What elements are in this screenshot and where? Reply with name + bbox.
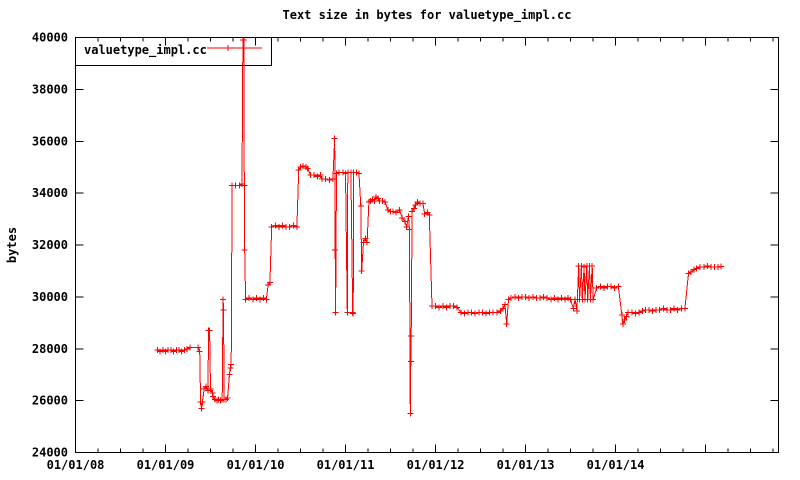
data-series [154, 37, 724, 417]
y-tick-label: 34000 [32, 186, 68, 200]
series-polyline [157, 39, 721, 414]
x-tick-label: 01/01/14 [587, 458, 645, 472]
x-tick-label: 01/01/08 [47, 458, 105, 472]
legend-label: valuetype_impl.cc [84, 43, 207, 58]
legend: valuetype_impl.cc [75, 37, 272, 66]
legend-box [75, 37, 272, 66]
x-tick-label: 01/01/12 [407, 458, 465, 472]
series-plus-markers [154, 37, 724, 417]
x-tick-label: 01/01/11 [317, 458, 375, 472]
y-tick-label: 40000 [32, 31, 68, 45]
y-tick-label: 26000 [32, 394, 68, 408]
x-tick-label: 01/01/10 [227, 458, 285, 472]
y-tick-label: 30000 [32, 290, 68, 304]
legend-line-sample [207, 45, 262, 51]
y-tick-label: 28000 [32, 342, 68, 356]
y-axis-label: bytes [5, 227, 19, 263]
axes: 01/01/08 01/01/09 01/01/10 01/01/11 01/01/12… [32, 31, 779, 472]
y-tick-label: 36000 [32, 134, 68, 148]
x-tick-label: 01/01/09 [137, 458, 195, 472]
chart-title: Text size in bytes for valuetype_impl.cc [283, 8, 572, 23]
y-tick-label: 38000 [32, 82, 68, 96]
x-tick-label: 01/01/13 [497, 458, 555, 472]
y-tick-label: 32000 [32, 238, 68, 252]
y-tick-label: 24000 [32, 446, 68, 460]
